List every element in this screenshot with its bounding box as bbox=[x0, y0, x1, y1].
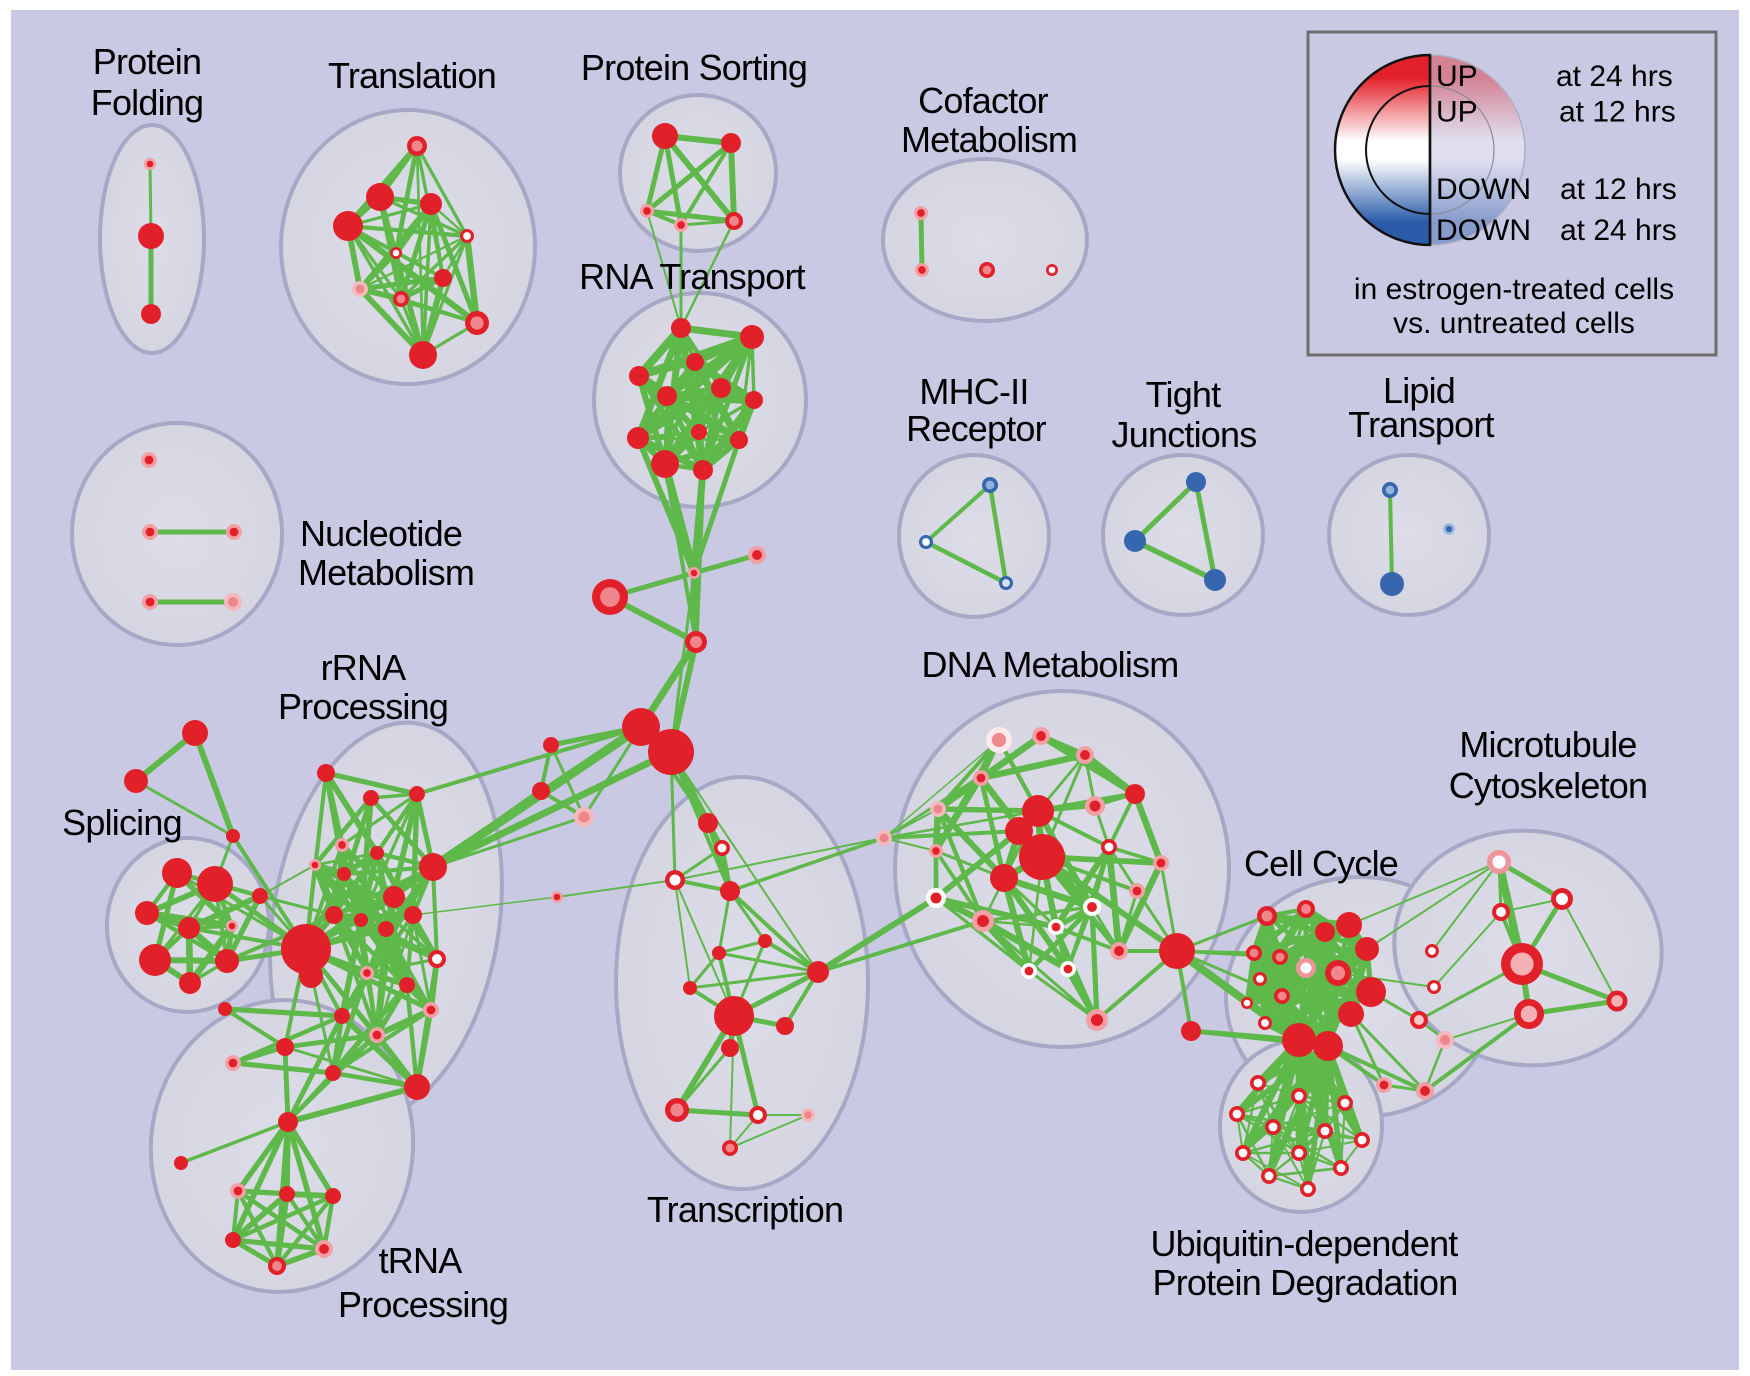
svg-text:Protein Degradation: Protein Degradation bbox=[1152, 1262, 1457, 1303]
svg-text:UP: UP bbox=[1436, 96, 1478, 129]
svg-text:Folding: Folding bbox=[91, 82, 203, 123]
svg-text:Processing: Processing bbox=[278, 686, 448, 727]
svg-text:Processing: Processing bbox=[338, 1284, 508, 1325]
svg-text:Translation: Translation bbox=[328, 55, 496, 96]
svg-text:DOWN: DOWN bbox=[1436, 214, 1531, 247]
svg-text:Microtubule: Microtubule bbox=[1459, 724, 1636, 765]
svg-text:Junctions: Junctions bbox=[1112, 414, 1257, 455]
svg-text:Metabolism: Metabolism bbox=[298, 552, 474, 593]
svg-text:Transport: Transport bbox=[1348, 404, 1494, 445]
svg-text:at 24 hrs: at 24 hrs bbox=[1556, 60, 1673, 93]
svg-text:Protein Sorting: Protein Sorting bbox=[581, 47, 807, 88]
svg-text:DNA Metabolism: DNA Metabolism bbox=[922, 644, 1179, 685]
svg-text:Cofactor: Cofactor bbox=[918, 80, 1048, 121]
svg-text:RNA Transport: RNA Transport bbox=[579, 256, 805, 297]
svg-text:Tight: Tight bbox=[1146, 374, 1221, 415]
svg-text:vs. untreated cells: vs. untreated cells bbox=[1393, 307, 1635, 340]
svg-text:MHC-II: MHC-II bbox=[919, 371, 1028, 412]
svg-text:rRNA: rRNA bbox=[321, 647, 407, 688]
svg-text:Nucleotide: Nucleotide bbox=[300, 513, 462, 554]
svg-text:at 12 hrs: at 12 hrs bbox=[1560, 173, 1677, 206]
svg-text:Protein: Protein bbox=[93, 41, 201, 82]
svg-text:Transcription: Transcription bbox=[647, 1189, 843, 1230]
svg-text:tRNA: tRNA bbox=[379, 1240, 463, 1281]
svg-text:DOWN: DOWN bbox=[1436, 173, 1531, 206]
svg-text:UP: UP bbox=[1436, 60, 1478, 93]
svg-text:Receptor: Receptor bbox=[906, 408, 1046, 449]
svg-text:Cytoskeleton: Cytoskeleton bbox=[1449, 765, 1648, 806]
svg-text:Metabolism: Metabolism bbox=[901, 119, 1077, 160]
svg-text:Cell Cycle: Cell Cycle bbox=[1244, 843, 1398, 884]
svg-text:Ubiquitin-dependent: Ubiquitin-dependent bbox=[1150, 1223, 1458, 1264]
svg-text:Splicing: Splicing bbox=[62, 802, 182, 843]
svg-text:Lipid: Lipid bbox=[1383, 370, 1455, 411]
svg-text:at 24 hrs: at 24 hrs bbox=[1560, 214, 1677, 247]
svg-text:in estrogen-treated cells: in estrogen-treated cells bbox=[1354, 273, 1674, 306]
svg-text:at 12 hrs: at 12 hrs bbox=[1559, 96, 1676, 129]
